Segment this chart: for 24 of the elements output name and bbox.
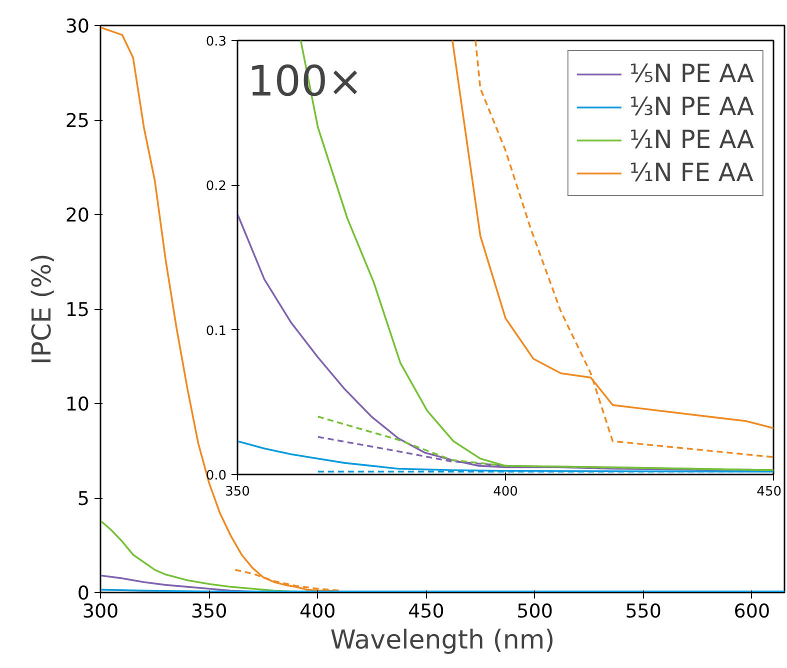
y-tick-label: 30 — [65, 16, 90, 38]
y-tick-label: 10 — [65, 394, 90, 416]
y-tick-label: 20 — [65, 204, 90, 226]
y-tick-label: 25 — [65, 110, 90, 132]
legend-label: ¹⁄₃N PE AA — [629, 92, 754, 121]
x-tick-label: 350 — [225, 484, 250, 500]
y-tick-label: 0.3 — [206, 34, 227, 50]
y-axis-title: IPCE (%) — [27, 253, 58, 365]
x-tick-label: 400 — [300, 600, 336, 622]
y-tick-label: 0.2 — [206, 179, 227, 194]
x-tick-label: 600 — [734, 600, 770, 622]
x-tick-label: 450 — [756, 484, 782, 500]
y-tick-label: 15 — [65, 299, 90, 321]
y-tick-label: 0.1 — [206, 324, 227, 339]
x-axis-title: Wavelength (nm) — [330, 626, 555, 656]
y-tick-label: 5 — [77, 488, 90, 510]
x-tick-label: 400 — [493, 484, 518, 500]
x-tick-label: 450 — [408, 600, 444, 622]
legend-label: ¹⁄₅N PE AA — [629, 59, 754, 88]
x-tick-label: 500 — [516, 600, 553, 622]
legend-label: ¹⁄₁N FE AA — [629, 158, 754, 187]
x-tick-label: 550 — [625, 600, 662, 622]
x-tick-label: 350 — [190, 600, 228, 622]
legend-label: ¹⁄₁N PE AA — [629, 125, 754, 154]
